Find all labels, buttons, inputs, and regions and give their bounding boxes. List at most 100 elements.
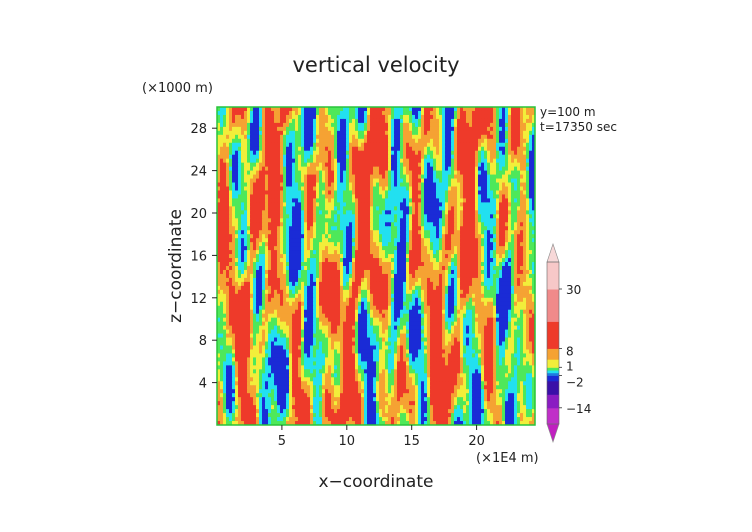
heatmap-cell	[403, 266, 407, 271]
heatmap-cell	[478, 226, 482, 231]
heatmap-cell	[223, 138, 227, 144]
heatmap-cell	[448, 142, 452, 148]
heatmap-cell	[475, 210, 479, 215]
heatmap-cell	[232, 178, 236, 183]
heatmap-cell	[436, 122, 440, 128]
heatmap-cell	[469, 126, 473, 132]
heatmap-cell	[526, 222, 530, 227]
heatmap-cell	[379, 214, 383, 219]
heatmap-cell	[370, 234, 374, 239]
heatmap-cell	[394, 289, 398, 295]
heatmap-cell	[388, 138, 392, 144]
heatmap-cell	[478, 190, 482, 195]
heatmap-cell	[508, 218, 512, 223]
heatmap-cell	[490, 210, 494, 215]
heatmap-cell	[304, 254, 308, 259]
heatmap-cell	[325, 254, 329, 259]
heatmap-cell	[364, 214, 368, 219]
heatmap-cell	[529, 118, 533, 124]
heatmap-cell	[463, 206, 467, 211]
heatmap-cell	[457, 174, 461, 179]
heatmap-cell	[391, 289, 395, 295]
heatmap-cell	[382, 266, 386, 271]
heatmap-cell	[499, 273, 503, 279]
heatmap-cell	[289, 277, 293, 283]
heatmap-cell	[445, 230, 449, 235]
heatmap-cell	[532, 210, 536, 215]
heatmap-cell	[466, 138, 470, 144]
heatmap-cell	[424, 273, 428, 279]
heatmap-cell	[457, 258, 461, 263]
heatmap-cell	[424, 222, 428, 227]
heatmap-cell	[271, 289, 275, 295]
heatmap-cell	[454, 110, 458, 116]
heatmap-cell	[442, 166, 446, 172]
heatmap-cell	[391, 118, 395, 124]
heatmap-cell	[436, 130, 440, 136]
heatmap-cell	[256, 281, 260, 287]
heatmap-cell	[529, 202, 533, 207]
heatmap-cell	[391, 142, 395, 148]
heatmap-cell	[280, 162, 284, 168]
heatmap-cell	[430, 281, 434, 287]
heatmap-cell	[262, 170, 266, 175]
heatmap-cell	[481, 122, 485, 128]
heatmap-cell	[382, 166, 386, 172]
heatmap-cell	[253, 250, 257, 255]
heatmap-cell	[349, 250, 353, 255]
heatmap-cell	[292, 118, 296, 124]
heatmap-cell	[457, 210, 461, 215]
heatmap-cell	[283, 238, 287, 243]
heatmap-cell	[385, 142, 389, 148]
heatmap-cell	[241, 146, 245, 152]
heatmap-cell	[301, 238, 305, 243]
heatmap-cell	[415, 269, 419, 275]
heatmap-cell	[331, 289, 335, 295]
heatmap-cell	[370, 210, 374, 215]
heatmap-cell	[355, 218, 359, 223]
heatmap-cell	[529, 266, 533, 271]
heatmap-cell	[451, 122, 455, 128]
heatmap-cell	[292, 269, 296, 275]
heatmap-cell	[397, 202, 401, 207]
heatmap-cell	[412, 146, 416, 152]
heatmap-cell	[283, 154, 287, 160]
heatmap-cell	[247, 186, 251, 191]
heatmap-cell	[253, 146, 257, 152]
heatmap-cell	[517, 158, 521, 164]
heatmap-cell	[505, 234, 509, 239]
heatmap-cell	[430, 266, 434, 271]
heatmap-cell	[484, 182, 488, 187]
heatmap-cell	[520, 277, 524, 283]
heatmap-cell	[355, 138, 359, 144]
heatmap-cell	[475, 277, 479, 283]
heatmap-cell	[532, 130, 536, 136]
heatmap-cell	[433, 178, 437, 183]
heatmap-cell	[358, 134, 362, 140]
heatmap-cell	[412, 158, 416, 164]
heatmap-cell	[244, 142, 248, 148]
heatmap-cell	[382, 230, 386, 235]
heatmap-cell	[268, 246, 272, 251]
heatmap-cell	[523, 273, 527, 279]
heatmap-cell	[286, 138, 290, 144]
heatmap-cell	[262, 130, 266, 136]
heatmap-cell	[376, 170, 380, 175]
heatmap-cell	[382, 262, 386, 267]
heatmap-cell	[289, 246, 293, 251]
heatmap-cell	[337, 118, 341, 124]
heatmap-cell	[256, 198, 260, 203]
heatmap-cell	[262, 134, 266, 140]
heatmap-cell	[472, 218, 476, 223]
heatmap-cell	[244, 293, 248, 299]
heatmap-cell	[511, 130, 515, 136]
heatmap-cell	[229, 198, 233, 203]
heatmap-cell	[247, 142, 251, 148]
heatmap-cell	[289, 138, 293, 144]
heatmap-cell	[343, 170, 347, 175]
heatmap-cell	[247, 146, 251, 152]
heatmap-cell	[274, 242, 278, 247]
heatmap-cell	[283, 262, 287, 267]
heatmap-cell	[433, 170, 437, 175]
heatmap-cell	[241, 277, 245, 283]
